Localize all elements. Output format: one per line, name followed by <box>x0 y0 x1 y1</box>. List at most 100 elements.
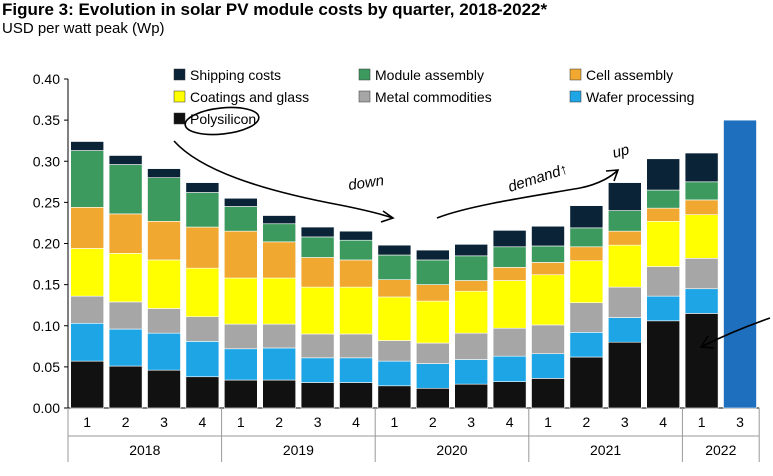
bar-segment-metal-commodities <box>684 258 719 290</box>
handdrawn-up-arrow <box>436 169 619 219</box>
legend-label: Cell assembly <box>586 67 673 83</box>
bar-segment-coatings-and-glass <box>339 286 373 335</box>
bar-segment-wafer-processing <box>607 317 642 343</box>
bar-segment-module-assembly <box>684 181 719 201</box>
bar-segment-coatings-and-glass <box>224 277 258 325</box>
bar-segment-shipping-costs <box>262 215 297 225</box>
bar-segment-shipping-costs <box>108 155 143 165</box>
x-tick-label: 4 <box>506 414 514 430</box>
bar-segment-module-assembly <box>415 259 450 285</box>
x-tick-label: 1 <box>544 414 552 430</box>
legend-label: Shipping costs <box>190 67 281 83</box>
bar-segment-wafer-processing <box>185 341 220 378</box>
bar-segment-polysilicon <box>607 341 642 409</box>
bar-segment-metal-commodities <box>70 295 104 324</box>
bar-segment-metal-commodities <box>185 316 220 342</box>
bar-segment-metal-commodities <box>224 323 258 350</box>
x-tick-label: 1 <box>237 414 245 430</box>
annotation-up: up <box>611 141 632 162</box>
x-tick-label: 3 <box>467 414 475 430</box>
bar-segment-coatings-and-glass <box>377 296 412 341</box>
bar-segment-shipping-costs <box>70 141 104 151</box>
x-tick-label: 1 <box>698 414 706 430</box>
bar-segment-coatings-and-glass <box>147 259 181 309</box>
year-label: 2019 <box>283 442 314 458</box>
bar-segment-shipping-costs <box>224 197 258 207</box>
handdrawn-down-arrow <box>173 140 394 219</box>
bar-segment-module-assembly <box>224 206 258 232</box>
handdrawn-arrowhead <box>699 335 715 349</box>
x-tick-label: 3 <box>736 414 744 430</box>
x-tick-label: 3 <box>314 414 322 430</box>
handdrawn-arrowhead <box>605 169 620 182</box>
y-tick-label: 0.35 <box>33 112 60 128</box>
y-tick-label: 0.20 <box>33 236 60 252</box>
bar-segment-wafer-processing <box>646 295 681 322</box>
bar-segment-coatings-and-glass <box>531 274 565 326</box>
bar-segment-polysilicon <box>569 356 604 409</box>
bar-segment-module-assembly <box>147 177 181 222</box>
bar-segment-metal-commodities <box>569 302 604 333</box>
bar-segment-metal-commodities <box>607 286 642 318</box>
bar-segment-polysilicon <box>531 378 565 409</box>
bar-segment-module-assembly <box>569 227 604 248</box>
bar-segment-coatings-and-glass <box>646 220 681 267</box>
bar-segment-coatings-and-glass <box>684 214 719 259</box>
bar-segment-coatings-and-glass <box>185 267 220 318</box>
bar-segment-polysilicon <box>108 365 143 409</box>
bar-segment-polysilicon <box>646 320 681 409</box>
bar-segment-shipping-costs <box>300 226 335 238</box>
bar-segment-coatings-and-glass <box>492 280 527 329</box>
x-tick-label: 4 <box>659 414 667 430</box>
legend-swatch-metal-commodities <box>358 90 371 103</box>
bar-segment-wafer-processing <box>262 347 297 381</box>
legend-label: Metal commodities <box>375 89 492 105</box>
bar-segment-coatings-and-glass <box>262 277 297 325</box>
x-tick-label: 2 <box>429 414 437 430</box>
bar-segment-wafer-processing <box>300 357 335 383</box>
bar-segment-module-assembly <box>531 245 565 263</box>
bar-segment-shipping-costs <box>607 182 642 211</box>
bar-segment-cell-assembly <box>147 220 181 261</box>
bar-segment-coatings-and-glass <box>607 244 642 288</box>
x-tick-label: 2 <box>275 414 283 430</box>
bar-segment-module-assembly <box>108 164 143 215</box>
y-tick-label: 0.40 <box>33 71 60 87</box>
bar-segment-module-assembly <box>454 255 489 281</box>
bar-segment-wafer-processing <box>454 359 489 385</box>
bar-segment-metal-commodities <box>492 327 527 357</box>
bar-segment-wafer-processing <box>531 353 565 379</box>
bar-segment-shipping-costs <box>185 182 220 193</box>
bar-segment-module-assembly <box>492 246 527 268</box>
x-tick-label: 4 <box>199 414 207 430</box>
bar-segment-module-assembly <box>185 192 220 228</box>
bar-segment-shipping-costs <box>147 168 181 178</box>
x-tick-label: 3 <box>621 414 629 430</box>
bar-segment-cell-assembly <box>531 262 565 276</box>
legend-swatch-coatings-and-glass <box>173 90 186 103</box>
bar-segment-cell-assembly <box>70 207 104 249</box>
chart-subtitle: USD per watt peak (Wp) <box>2 20 165 37</box>
bar-segment-wafer-processing <box>147 332 181 371</box>
bar-segment-polysilicon <box>224 379 258 409</box>
bar-segment-shipping-costs <box>454 244 489 257</box>
legend-swatch-shipping-costs <box>173 68 186 81</box>
bar-segment-polysilicon <box>70 360 104 409</box>
handdrawn-arrowhead <box>380 210 395 223</box>
bar-segment-cell-assembly <box>684 199 719 216</box>
bar-segment-cell-assembly <box>646 207 681 222</box>
bar-segment-polysilicon <box>185 376 220 409</box>
bar-segment-metal-commodities <box>300 333 335 359</box>
x-tick-label: 4 <box>352 414 360 430</box>
bar-segment-polysilicon <box>415 387 450 409</box>
bar-segment-polysilicon <box>377 385 412 409</box>
bar-segment-wafer-processing <box>415 363 450 389</box>
legend-label: Module assembly <box>375 67 484 83</box>
y-tick-label: 0.30 <box>33 153 60 169</box>
bar-segment-coatings-and-glass <box>569 260 604 304</box>
y-tick-label: 0.00 <box>33 400 60 416</box>
bar-segment-polysilicon <box>262 379 297 409</box>
legend-swatch-polysilicon <box>173 112 186 125</box>
x-tick-label: 2 <box>122 414 130 430</box>
bar-segment-wafer-processing <box>492 355 527 382</box>
